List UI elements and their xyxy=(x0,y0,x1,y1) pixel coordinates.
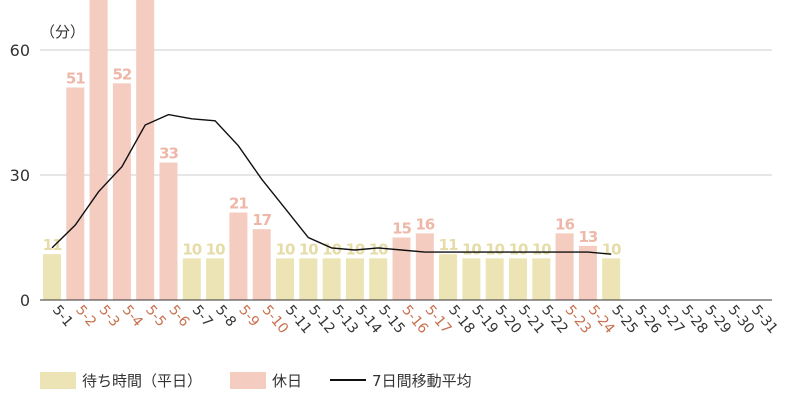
bar xyxy=(229,212,248,300)
x-tick-label: 5-4 xyxy=(119,302,146,330)
legend-swatch-average xyxy=(330,379,367,381)
bar xyxy=(89,0,108,300)
bar-value-label: 10 xyxy=(299,240,318,258)
bar xyxy=(392,237,411,300)
bar-value-label: 16 xyxy=(555,215,574,233)
x-tick-label: 5-10 xyxy=(259,302,292,337)
bar-value-label: 10 xyxy=(369,240,388,258)
bar xyxy=(322,258,341,300)
x-tick-label: 5-6 xyxy=(165,302,192,330)
y-unit-label: （分） xyxy=(40,23,85,41)
x-tick-label: 5-2 xyxy=(72,302,99,330)
bar xyxy=(462,258,481,300)
x-tick-label: 5-12 xyxy=(305,302,338,337)
x-tick-label: 5-11 xyxy=(282,302,315,337)
x-tick-label: 5-21 xyxy=(515,302,548,337)
x-tick-label: 5-9 xyxy=(235,302,262,330)
bar-value-label: 10 xyxy=(182,240,201,258)
legend-item-average: 7日間移動平均 xyxy=(330,370,472,391)
legend-item-holiday: 休日 xyxy=(230,370,302,391)
legend-label-weekday: 待ち時間（平日） xyxy=(82,371,203,390)
bar-value-label: 10 xyxy=(462,240,481,258)
bar-value-label: 10 xyxy=(485,240,504,258)
bar xyxy=(439,254,458,300)
x-tick-label: 5-20 xyxy=(492,302,525,337)
x-tick-label: 5-18 xyxy=(445,302,478,337)
bar-value-label: 51 xyxy=(66,70,85,88)
x-tick-label: 5-22 xyxy=(538,302,571,337)
bar xyxy=(578,245,597,300)
bar xyxy=(182,258,201,300)
bar xyxy=(532,258,551,300)
x-tick-label: 5-25 xyxy=(608,302,641,337)
bar xyxy=(345,258,364,300)
bar-value-label: 11 xyxy=(43,236,62,254)
x-tick-label: 5-13 xyxy=(329,302,362,337)
bar xyxy=(252,229,271,300)
legend-swatch-holiday xyxy=(230,371,267,389)
bar xyxy=(602,258,621,300)
bar-value-label: 10 xyxy=(532,240,551,258)
x-tick-label: 5-27 xyxy=(655,302,688,337)
bar xyxy=(369,258,388,300)
bar-value-label: 21 xyxy=(229,195,248,213)
bar-value-label: 10 xyxy=(509,240,528,258)
x-tick-label: 5-15 xyxy=(375,302,408,337)
bar xyxy=(509,258,527,300)
x-tick-label: 5-30 xyxy=(725,302,758,337)
x-tick-label: 5-3 xyxy=(96,302,123,330)
bar-value-label: 52 xyxy=(112,65,131,83)
bar-value-label: 16 xyxy=(415,215,434,233)
x-tick-label: 5-1 xyxy=(49,302,76,330)
y-tick-label: 0 xyxy=(20,291,30,310)
x-tick-label: 5-8 xyxy=(212,302,239,330)
x-tick-label: 5-29 xyxy=(701,302,734,337)
bar xyxy=(555,233,574,300)
legend-swatch-weekday xyxy=(40,371,76,389)
bar xyxy=(136,0,155,300)
chart-legend: 待ち時間（平日） 休日 7日間移動平均 xyxy=(40,368,500,392)
bar xyxy=(66,87,85,300)
x-tick-label: 5-31 xyxy=(748,302,781,337)
legend-label-holiday: 休日 xyxy=(272,371,303,390)
x-tick-label: 5-17 xyxy=(422,302,455,337)
x-tick-label: 5-23 xyxy=(562,302,595,337)
x-tick-label: 5-28 xyxy=(678,302,711,337)
bar xyxy=(43,254,61,300)
bar xyxy=(485,258,504,300)
bar-value-label: 17 xyxy=(252,211,271,229)
bar xyxy=(159,162,178,300)
moving-average-line xyxy=(51,113,612,255)
bar-value-label: 10 xyxy=(602,240,621,258)
legend-item-weekday: 待ち時間（平日） xyxy=(40,370,202,391)
bar-value-label: 13 xyxy=(578,228,597,246)
bar-value-label: 11 xyxy=(439,236,458,254)
x-tick-label: 5-7 xyxy=(189,302,216,330)
bar xyxy=(276,258,294,300)
bar xyxy=(112,83,131,300)
bar-value-label: 10 xyxy=(276,240,295,258)
bar-value-label: 15 xyxy=(392,220,411,238)
bar xyxy=(415,233,434,300)
y-tick-label: 60 xyxy=(10,41,30,60)
x-tick-label: 5-5 xyxy=(142,302,169,330)
x-tick-label: 5-19 xyxy=(468,302,501,337)
bar-value-label: 10 xyxy=(322,240,341,258)
legend-label-average: 7日間移動平均 xyxy=(372,371,472,390)
bar xyxy=(206,258,225,300)
bar-value-label: 10 xyxy=(206,240,225,258)
bar-value-label: 33 xyxy=(159,145,178,163)
bar xyxy=(299,258,318,300)
y-tick-label: 30 xyxy=(10,166,30,185)
